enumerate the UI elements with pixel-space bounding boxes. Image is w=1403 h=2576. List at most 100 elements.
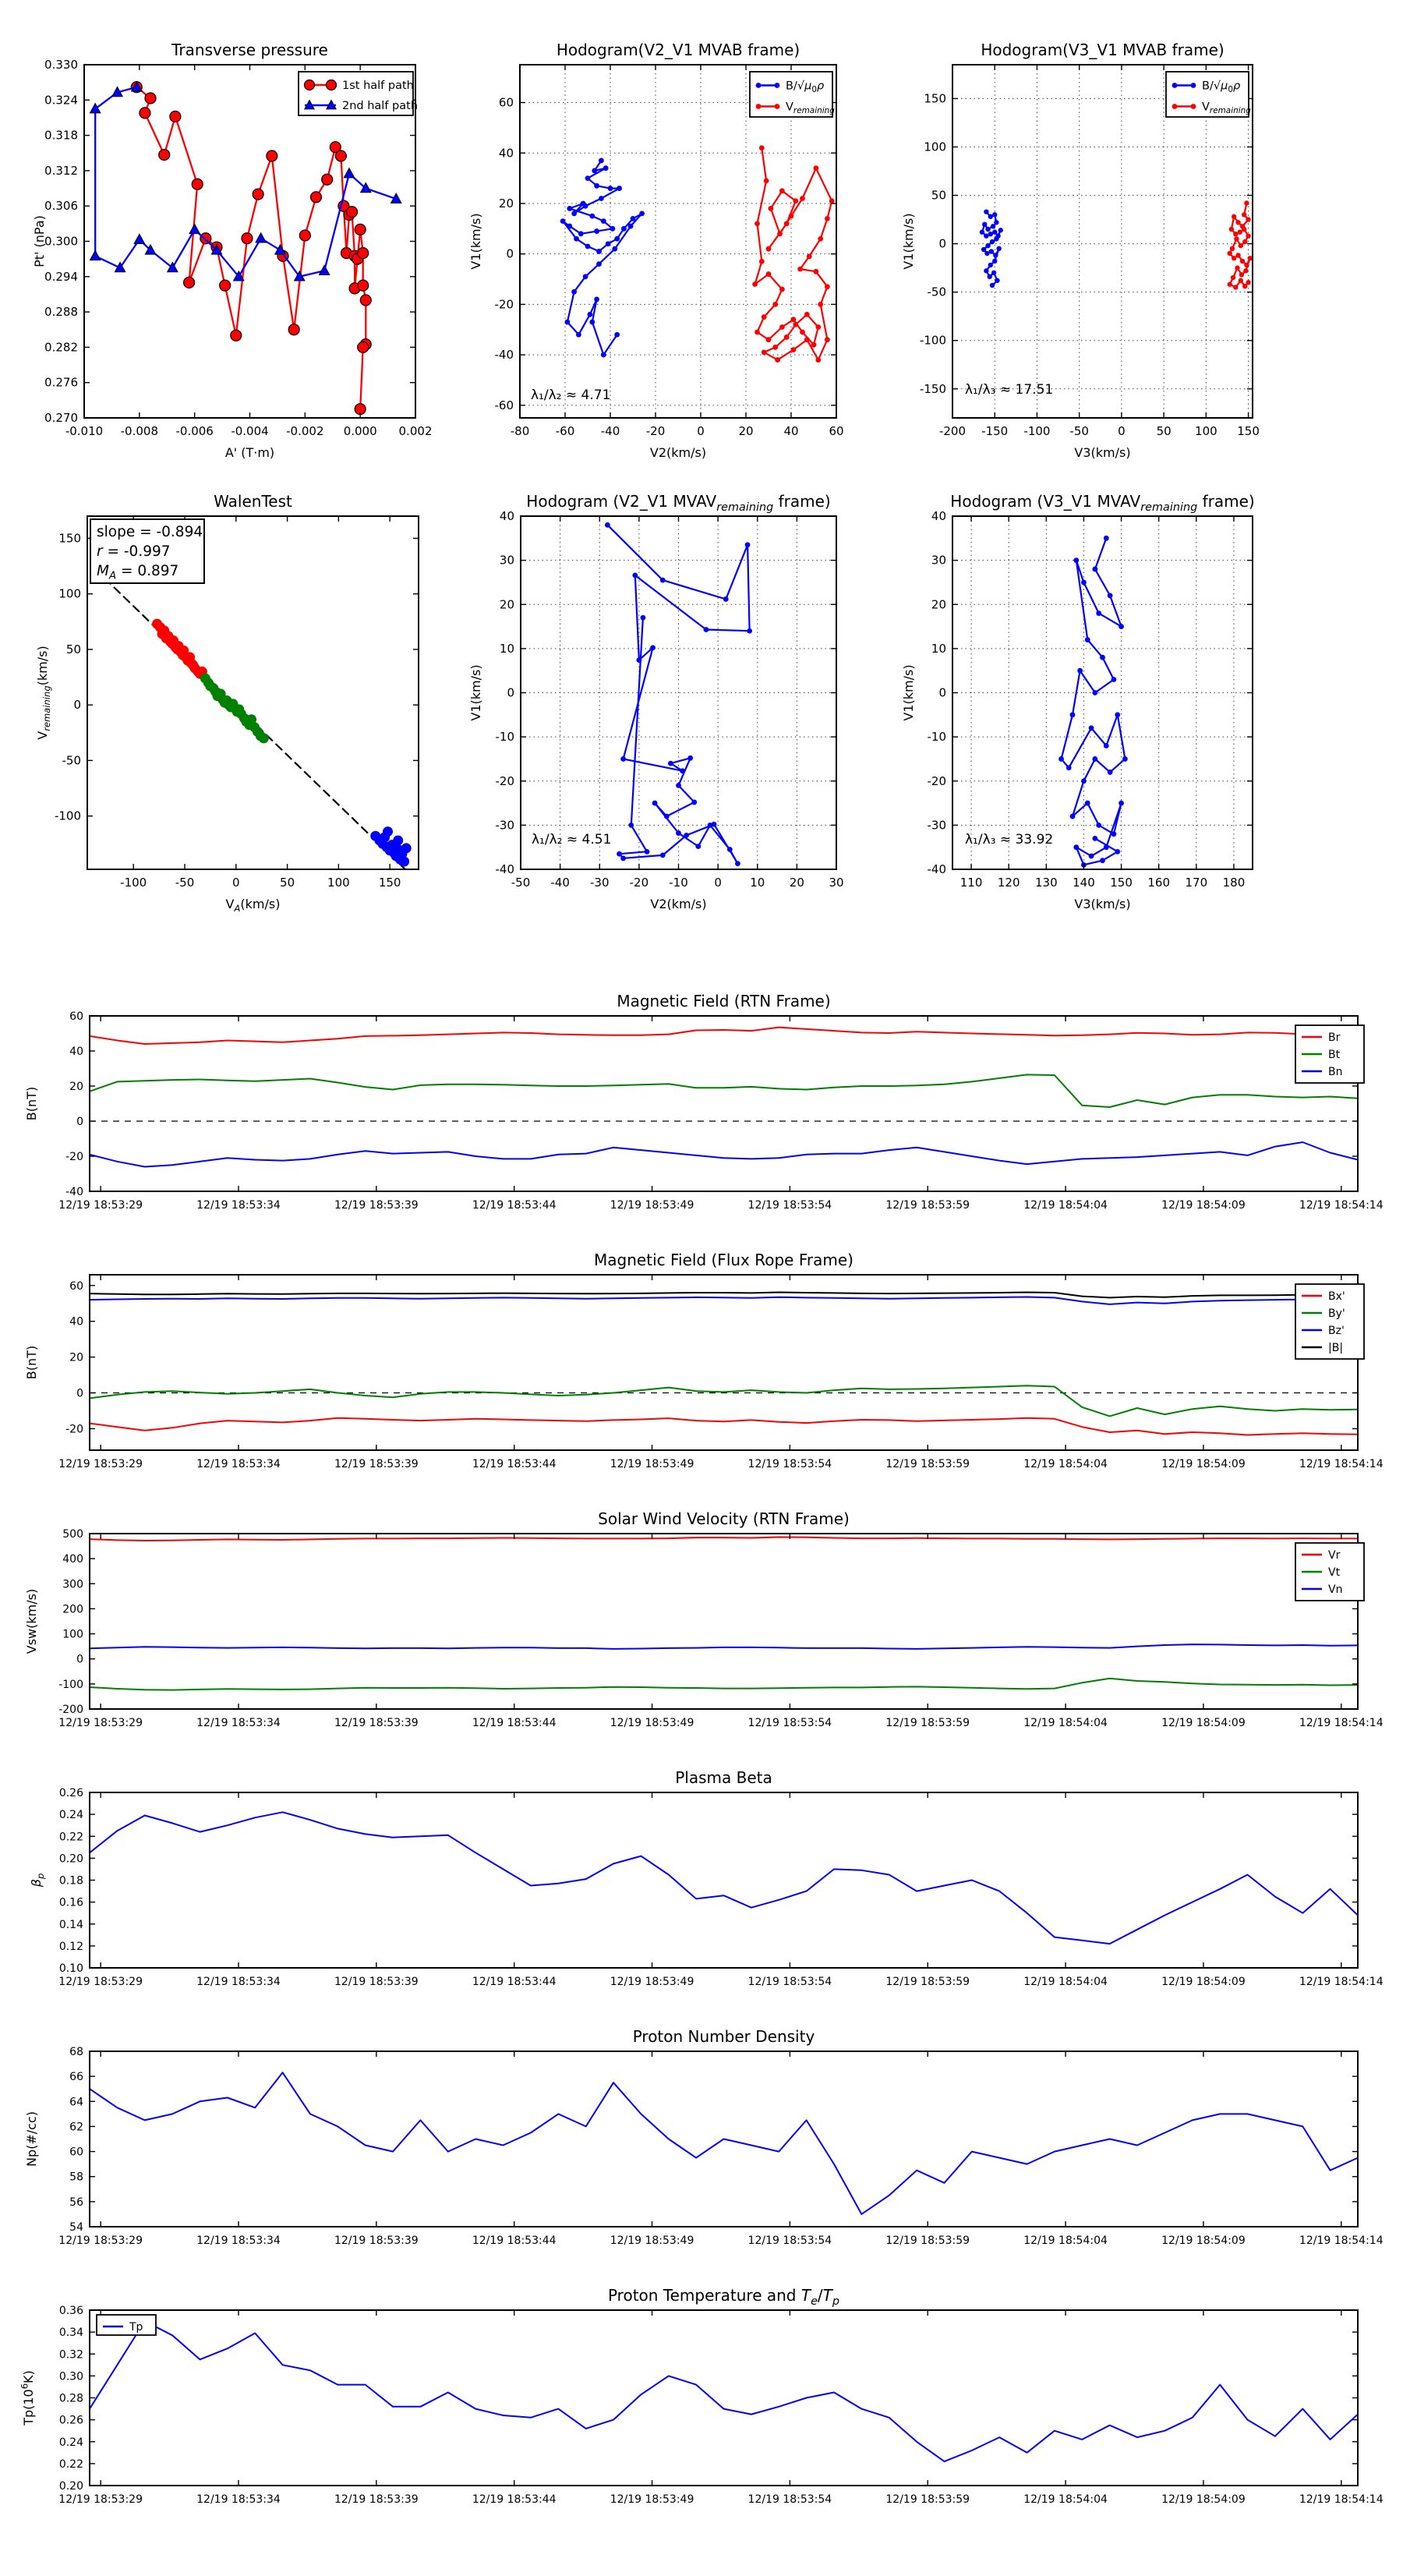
x-tick-label: 12/19 18:53:39 bbox=[334, 1976, 419, 1988]
marker-dot bbox=[1244, 262, 1249, 268]
marker-dot bbox=[774, 104, 780, 109]
marker-dot bbox=[994, 220, 999, 225]
marker-dot bbox=[783, 334, 790, 340]
marker-dot bbox=[1233, 231, 1239, 237]
legend-entry: Vr bbox=[1302, 1549, 1341, 1562]
marker-dot bbox=[991, 270, 997, 276]
x-tick-label: 12/19 18:53:54 bbox=[748, 1199, 832, 1212]
x-tick-label: 12/19 18:54:09 bbox=[1161, 1717, 1246, 1729]
y-tick-label: -20 bbox=[928, 774, 947, 788]
marker-dot bbox=[829, 198, 835, 204]
x-tick-label: -0.008 bbox=[121, 424, 158, 438]
marker-dot bbox=[1172, 83, 1178, 88]
marker-dot bbox=[982, 221, 988, 227]
x-tick-label: -20 bbox=[646, 424, 666, 438]
series-group bbox=[89, 1811, 1359, 1945]
x-tick-label: -50 bbox=[1069, 424, 1089, 438]
marker-dot bbox=[723, 596, 729, 602]
chart-title: Hodogram(V2_V1 MVAB frame) bbox=[557, 41, 800, 59]
y-axis-label: V1(km/s) bbox=[901, 664, 916, 720]
legend-label: Tp bbox=[129, 2321, 143, 2334]
x-tick-label: 50 bbox=[1157, 424, 1172, 438]
axis-ticks: 110 120 130 140 150 160 170 180 -40 -30 -20 -10 0 10 2… bbox=[928, 509, 1253, 890]
x-tick-label: 12/19 18:53:59 bbox=[885, 1199, 970, 1212]
x-axis-label: A' (T·m) bbox=[225, 445, 274, 460]
marker-dot bbox=[600, 218, 606, 225]
y-tick-label: 40 bbox=[931, 509, 946, 523]
marker-triangle bbox=[111, 86, 123, 97]
series-group bbox=[89, 80, 402, 416]
marker-dot bbox=[571, 288, 577, 295]
y-tick-label: -30 bbox=[928, 818, 947, 832]
marker-dot bbox=[594, 296, 599, 303]
marker-circle bbox=[357, 279, 369, 292]
marker-dot bbox=[1119, 624, 1124, 629]
axis-ticks: 12/19 18:53:29 12/19 18:53:34 12/19 18:53:… bbox=[58, 2046, 1383, 2247]
y-tick-label: 62 bbox=[69, 2121, 83, 2133]
series-group bbox=[1058, 535, 1128, 868]
series-Bt bbox=[89, 1074, 1359, 1108]
chart-proton-temperature: 12/19 18:53:29 12/19 18:53:34 12/19 18:53:… bbox=[19, 2286, 1383, 2506]
x-tick-label: 12/19 18:54:09 bbox=[1161, 2235, 1246, 2247]
marker-dot bbox=[1092, 835, 1098, 841]
marker-dot bbox=[804, 311, 810, 317]
series-line bbox=[606, 524, 751, 865]
marker-dot bbox=[585, 175, 591, 182]
grid-lines bbox=[520, 515, 837, 870]
x-tick-label: 12/19 18:53:49 bbox=[610, 1717, 694, 1729]
y-tick-label: 60 bbox=[69, 2146, 83, 2159]
marker-dot bbox=[707, 822, 713, 828]
legend-label: Vn bbox=[1328, 1583, 1342, 1596]
marker-triangle bbox=[133, 233, 146, 244]
legend-label: Bz' bbox=[1328, 1325, 1345, 1337]
legend-entry: Br bbox=[1302, 1031, 1341, 1044]
marker-circle bbox=[219, 279, 231, 292]
marker-triangle bbox=[89, 249, 101, 261]
x-tick-label: -40 bbox=[601, 424, 620, 438]
x-tick-label: 12/19 18:54:09 bbox=[1161, 1976, 1246, 1988]
y-tick-label: 500 bbox=[62, 1528, 83, 1541]
x-tick-label: -0.006 bbox=[175, 424, 213, 438]
x-tick-label: 12/19 18:53:59 bbox=[885, 1717, 970, 1729]
x-tick-label: 60 bbox=[829, 424, 843, 438]
marker-dot bbox=[797, 266, 803, 272]
marker-circle bbox=[230, 329, 242, 341]
y-tick-label: 0 bbox=[76, 1388, 83, 1400]
marker-dot bbox=[1103, 743, 1109, 748]
x-tick-label: -80 bbox=[511, 424, 530, 438]
marker-circle bbox=[241, 232, 253, 245]
marker-dot bbox=[1242, 284, 1248, 289]
marker-dot bbox=[1231, 214, 1237, 220]
legend-box bbox=[749, 71, 833, 118]
marker-triangle bbox=[303, 99, 316, 110]
marker-triangle bbox=[130, 80, 143, 92]
marker-dot bbox=[576, 331, 581, 338]
annotation: λ₁/λ₂ ≈ 4.51 bbox=[532, 832, 611, 847]
annotation: λ₁/λ₃ ≈ 33.92 bbox=[965, 832, 1053, 847]
marker-triangle bbox=[293, 270, 306, 281]
marker-dot bbox=[632, 572, 638, 579]
x-tick-label: -50 bbox=[175, 876, 195, 890]
x-tick-label: 12/19 18:54:14 bbox=[1299, 2493, 1384, 2506]
y-tick-label: 150 bbox=[58, 531, 81, 545]
marker-dot bbox=[984, 250, 990, 257]
legend-label: 2nd half path bbox=[342, 100, 418, 112]
legend: B/√μ0ρ Vremaining bbox=[749, 71, 835, 118]
x-axis-label: V2(km/s) bbox=[650, 445, 706, 460]
series-group bbox=[604, 522, 753, 867]
series-cluster-middle bbox=[200, 673, 269, 744]
x-tick-label: 12/19 18:53:39 bbox=[334, 1199, 419, 1212]
chart-title: WalenTest bbox=[214, 492, 292, 511]
marker-circle bbox=[200, 232, 212, 245]
x-tick-label: 130 bbox=[1035, 876, 1058, 890]
series-line bbox=[89, 1296, 1359, 1305]
marker-dot bbox=[763, 178, 769, 184]
series-line bbox=[89, 2320, 1359, 2463]
marker-dot bbox=[726, 847, 733, 852]
y-tick-label: 0.318 bbox=[44, 129, 78, 143]
x-tick-label: 12/19 18:53:29 bbox=[58, 1199, 143, 1212]
marker-dot bbox=[1229, 246, 1235, 252]
legend-box bbox=[298, 71, 414, 116]
series-line bbox=[981, 211, 1002, 287]
y-tick-label: 20 bbox=[69, 1081, 83, 1093]
